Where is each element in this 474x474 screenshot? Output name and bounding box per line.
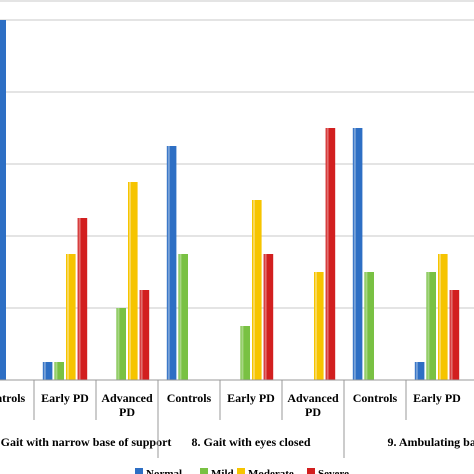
bar-normal-highlight — [415, 362, 418, 380]
bar-moderate-highlight — [253, 200, 255, 380]
legend: Normal Mild Moderate Severe — [135, 468, 349, 474]
bar-mild-highlight — [117, 308, 120, 380]
group-labels: 7. Gait with narrow base of support 8. Ga… — [0, 380, 474, 458]
bar-moderate-highlight — [439, 254, 441, 380]
bar-severe — [325, 128, 336, 380]
bar-severe — [139, 290, 150, 380]
bar-mild-highlight — [365, 272, 368, 380]
category-label: Early PD — [413, 391, 461, 405]
group-label: 7. Gait with narrow base of support — [0, 435, 171, 449]
bar-moderate — [314, 272, 324, 380]
category-label: Advanced PD — [101, 391, 153, 419]
category-label: Early PD — [41, 391, 89, 405]
bar-severe-highlight — [78, 218, 81, 380]
category-label: Controls — [0, 391, 26, 405]
category-label: Controls — [353, 391, 398, 405]
bar-moderate-highlight — [129, 182, 131, 380]
legend-label-moderate: Moderate — [248, 468, 294, 474]
bar-normal-highlight — [167, 146, 170, 380]
legend-swatch-normal — [135, 468, 143, 474]
category-label: Controls — [167, 391, 212, 405]
bar-mild-highlight — [427, 272, 430, 380]
bar-severe — [449, 290, 460, 380]
bar-severe — [263, 254, 274, 380]
bar-normal-partial — [0, 20, 6, 380]
bar-mild-highlight — [55, 362, 58, 380]
bar-mild-highlight — [179, 254, 182, 380]
legend-label-normal: Normal — [146, 468, 182, 474]
bar-severe — [77, 218, 88, 380]
group-label: 9. Ambulating bacl — [387, 435, 474, 449]
legend-label-severe: Severe — [318, 468, 349, 474]
legend-swatch-mild — [200, 468, 208, 474]
bar-severe-highlight — [450, 290, 453, 380]
bar-moderate — [252, 200, 262, 380]
bar-severe-highlight — [326, 128, 329, 380]
bar-mild — [364, 272, 374, 380]
bars — [0, 20, 460, 380]
bar-mild — [426, 272, 436, 380]
bar-normal — [42, 362, 53, 380]
bar-moderate — [438, 254, 448, 380]
bar-moderate-highlight — [315, 272, 317, 380]
bar-normal-highlight — [353, 128, 356, 380]
bar-mild — [240, 326, 250, 380]
bar-normal — [414, 362, 425, 380]
legend-label-mild: Mild — [211, 468, 234, 474]
bar-moderate — [128, 182, 138, 380]
legend-swatch-moderate — [237, 468, 245, 474]
bar-severe-highlight — [140, 290, 143, 380]
bar-mild — [54, 362, 64, 380]
group-label: 8. Gait with eyes closed — [192, 435, 311, 449]
legend-swatch-severe — [307, 468, 315, 474]
bar-mild — [116, 308, 126, 380]
bar-normal-highlight — [43, 362, 46, 380]
bar-normal — [352, 128, 363, 380]
bar-mild — [178, 254, 188, 380]
bar-severe-highlight — [264, 254, 267, 380]
category-label: Advanced PD — [287, 391, 339, 419]
bar-normal — [166, 146, 177, 380]
category-label: Early PD — [227, 391, 275, 405]
bar-moderate — [66, 254, 76, 380]
bar-moderate-highlight — [67, 254, 69, 380]
bar-mild-highlight — [241, 326, 244, 380]
